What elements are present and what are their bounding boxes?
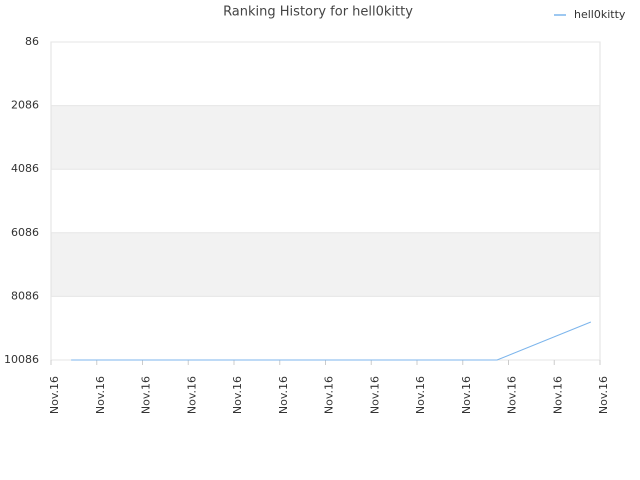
x-tick-label: Nov.16 xyxy=(597,376,610,414)
x-tick-label: Nov.16 xyxy=(460,376,473,414)
x-tick-label: Nov.16 xyxy=(140,376,153,414)
chart-title: Ranking History for hell0kitty xyxy=(223,5,413,20)
grid-band xyxy=(51,232,600,297)
x-tick-label: Nov.16 xyxy=(94,376,107,414)
grid-band xyxy=(51,105,600,170)
plot-border xyxy=(50,41,601,361)
legend-label: hell0kitty xyxy=(574,8,626,21)
y-tick-label: 6086 xyxy=(11,226,39,239)
x-tick-label: Nov.16 xyxy=(277,376,290,414)
x-tick-label: Nov.16 xyxy=(506,376,519,414)
x-tick-label: Nov.16 xyxy=(551,376,564,414)
y-tick-label: 10086 xyxy=(4,353,39,366)
x-tick-label: Nov.16 xyxy=(323,376,336,414)
y-tick-label: 8086 xyxy=(11,289,39,302)
y-tick-label: 2086 xyxy=(11,99,39,112)
x-tick-label: Nov.16 xyxy=(185,376,198,414)
y-tick-label: 4086 xyxy=(11,162,39,175)
x-tick-label: Nov.16 xyxy=(48,376,61,414)
y-tick-label: 86 xyxy=(25,35,39,48)
series-line xyxy=(71,321,592,361)
x-tick-label: Nov.16 xyxy=(368,376,381,414)
x-tick-label: Nov.16 xyxy=(231,376,244,414)
x-tick-label: Nov.16 xyxy=(414,376,427,414)
